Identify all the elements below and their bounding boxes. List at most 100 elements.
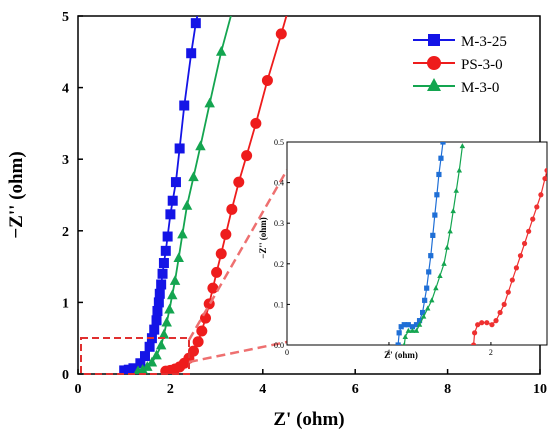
data-point bbox=[195, 140, 206, 151]
inset-data-point bbox=[413, 322, 420, 328]
inset-data-point bbox=[429, 297, 435, 303]
data-point bbox=[215, 248, 227, 260]
data-point bbox=[228, 3, 239, 13]
inset-data-point bbox=[395, 342, 401, 345]
inset-data-point bbox=[530, 216, 536, 222]
inset-chart: 0 1 2 0.0 0.1 0.2 0.3 0.4 0.5 Z' (ohm) −Z'' (oh… bbox=[258, 138, 548, 360]
inset-data-point bbox=[401, 322, 407, 328]
data-point bbox=[166, 289, 178, 300]
data-point bbox=[190, 18, 201, 29]
data-point bbox=[177, 228, 188, 239]
legend-label-ps-3-0: PS-3-0 bbox=[461, 57, 503, 73]
inset-x-tick-label: 2 bbox=[489, 348, 493, 357]
inset-data-point bbox=[402, 342, 406, 345]
data-point bbox=[158, 328, 170, 339]
inset-data-point bbox=[409, 324, 416, 330]
data-point bbox=[188, 171, 199, 182]
y-tick-label: 2 bbox=[62, 225, 69, 240]
data-point bbox=[156, 279, 167, 290]
y-tick-label: 1 bbox=[62, 296, 69, 311]
data-point bbox=[188, 345, 199, 357]
main-series-group bbox=[119, 3, 288, 374]
x-tick-label: 0 bbox=[75, 382, 82, 397]
y-tick-label: 0 bbox=[62, 368, 69, 383]
inset-data-point bbox=[413, 327, 420, 333]
data-point bbox=[186, 48, 197, 59]
legend-label-m-3-0: M-3-0 bbox=[461, 80, 499, 96]
x-tick-label: 2 bbox=[167, 382, 174, 397]
inset-data-point bbox=[453, 187, 459, 193]
legend-marker-square bbox=[428, 34, 440, 46]
inset-data-point bbox=[416, 318, 423, 324]
inset-data-point bbox=[526, 228, 532, 234]
inset-data-point bbox=[420, 309, 426, 316]
data-point bbox=[220, 228, 232, 240]
inset-data-point bbox=[505, 289, 511, 295]
inset-data-point bbox=[426, 269, 432, 275]
inset-data-point bbox=[472, 330, 478, 336]
data-point bbox=[155, 339, 167, 350]
data-point bbox=[173, 252, 184, 263]
inset-data-point bbox=[489, 322, 495, 328]
legend-marker-circle bbox=[427, 56, 441, 70]
inset-data-point bbox=[456, 167, 463, 173]
legend-entry-ps-3-0: PS-3-0 bbox=[413, 56, 503, 73]
data-point bbox=[261, 74, 273, 86]
legend: M-3-25 PS-3-0 M-3-0 bbox=[413, 34, 507, 96]
inset-y-axis-ticks: 0.0 0.1 0.2 0.3 0.4 0.5 bbox=[274, 138, 290, 350]
zoom-region-box bbox=[80, 337, 190, 375]
inset-data-point bbox=[444, 244, 450, 250]
inset-data-point bbox=[405, 322, 411, 328]
data-point bbox=[162, 231, 173, 242]
x-axis-title: Z' (ohm) bbox=[273, 409, 344, 430]
data-point bbox=[151, 349, 162, 360]
inset-data-point bbox=[475, 322, 481, 328]
inset-data-point bbox=[434, 192, 440, 198]
series-m-3-0 bbox=[133, 3, 239, 374]
data-point bbox=[181, 199, 193, 210]
x-tick-label: 8 bbox=[444, 382, 451, 397]
data-point bbox=[135, 358, 146, 369]
data-point bbox=[250, 117, 262, 129]
inset-data-point bbox=[396, 330, 402, 336]
inset-series-group bbox=[395, 142, 547, 345]
data-point bbox=[128, 363, 139, 374]
data-point bbox=[158, 258, 169, 269]
inset-data-point bbox=[402, 333, 409, 339]
inset-data-point bbox=[398, 324, 404, 330]
legend-marker-triangle bbox=[427, 78, 441, 91]
data-point bbox=[215, 46, 227, 56]
inset-data-point bbox=[440, 142, 446, 145]
data-point bbox=[151, 315, 162, 326]
zoom-connector-upper bbox=[187, 169, 289, 341]
inset-data-point bbox=[436, 171, 442, 178]
legend-label-m-3-25: M-3-25 bbox=[461, 34, 507, 50]
inset-data-point bbox=[497, 309, 503, 316]
data-point bbox=[164, 303, 175, 314]
data-point bbox=[161, 316, 172, 327]
inset-data-point bbox=[428, 253, 434, 259]
inset-x-tick-label: 1 bbox=[387, 348, 391, 357]
inset-data-point bbox=[501, 301, 507, 307]
inset-data-point bbox=[544, 167, 547, 174]
data-point bbox=[137, 363, 148, 374]
inset-y-tick-label: 0.5 bbox=[274, 138, 284, 147]
inset-data-point bbox=[513, 265, 520, 271]
inset-data-point bbox=[430, 232, 436, 238]
inset-plot-frame bbox=[286, 141, 548, 346]
inset-y-tick-label: 0.2 bbox=[274, 260, 284, 269]
data-point bbox=[139, 351, 150, 362]
zoom-connector-lower bbox=[188, 340, 288, 364]
y-tick-label: 4 bbox=[62, 82, 69, 97]
data-point bbox=[169, 275, 181, 285]
data-point bbox=[170, 177, 181, 188]
inset-data-point bbox=[538, 192, 544, 198]
data-point bbox=[204, 97, 215, 108]
x-tick-label: 6 bbox=[352, 382, 359, 397]
inset-data-point bbox=[420, 313, 427, 319]
x-tick-label: 10 bbox=[533, 382, 547, 397]
inset-data-point bbox=[416, 321, 423, 327]
inset-data-point bbox=[422, 297, 428, 303]
inset-data-point bbox=[479, 320, 485, 326]
inset-data-point bbox=[433, 285, 439, 291]
